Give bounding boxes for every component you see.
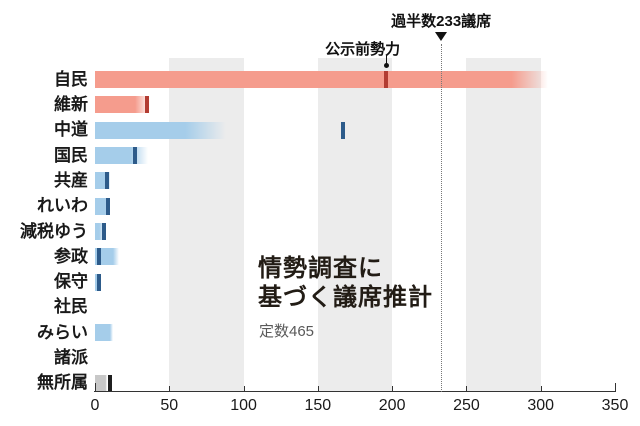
axis-tick [243, 386, 245, 391]
seat-bar [95, 324, 113, 342]
seat-bar [95, 96, 150, 114]
party-label: 減税ゆう [20, 221, 88, 241]
party-label: 参政 [54, 246, 88, 266]
axis-tick-label: 0 [90, 397, 100, 414]
axis-tick [317, 386, 319, 391]
party-label: 維新 [54, 94, 88, 114]
axis-tick-label: 250 [453, 397, 480, 414]
shaded-band [317, 58, 393, 391]
pre-strength-tick [133, 147, 138, 165]
seat-bar [95, 223, 106, 240]
party-label: 共産 [54, 170, 88, 190]
seat-bar [95, 374, 107, 392]
party-label: 保守 [54, 272, 88, 292]
majority-label: 過半数233議席 [391, 13, 492, 30]
pre-strength-tick [145, 96, 149, 114]
chart-subtitle: 定数465 [259, 323, 315, 340]
seat-bar [95, 121, 226, 139]
axis-tick-label: 200 [378, 397, 406, 414]
axis-tick [95, 383, 96, 391]
axis-tick [615, 383, 616, 391]
pre-strength-tick [107, 374, 112, 392]
chart-title-line-2: 基づく議席推計 [258, 284, 433, 311]
majority-threshold-line [440, 44, 442, 392]
axis-tick-label: 300 [527, 397, 555, 414]
party-label: れいわ [37, 196, 88, 216]
shaded-band [466, 58, 541, 391]
axis-tick-label: 100 [230, 397, 257, 414]
pre-strength-tick [104, 172, 109, 190]
pre-strength-tick [384, 71, 389, 89]
pre-strength-tick [97, 273, 102, 291]
party-label: 諸派 [54, 348, 88, 368]
axis-tick [392, 386, 394, 391]
party-label: 国民 [54, 145, 88, 165]
party-label: 社民 [54, 297, 88, 317]
party-label: 中道 [54, 120, 88, 140]
pre-strength-connector [386, 55, 388, 64]
axis-tick [466, 386, 468, 391]
pre-strength-tick [341, 121, 346, 139]
axis-tick-label: 50 [160, 397, 179, 414]
pre-strength-tick [106, 197, 111, 215]
majority-arrow-icon [435, 32, 448, 41]
seat-bar [95, 71, 549, 89]
pre-strength-dot [384, 63, 390, 68]
x-axis-line [94, 391, 616, 392]
party-label: みらい [37, 322, 88, 342]
axis-tick [540, 386, 542, 391]
pre-strength-label: 公示前勢力 [325, 41, 401, 58]
party-label: 自民 [54, 69, 88, 89]
axis-tick [169, 386, 171, 391]
axis-tick-label: 150 [304, 397, 332, 414]
chart-title-line-1: 情勢調査に [258, 255, 383, 282]
seat-bar [95, 197, 110, 215]
pre-strength-tick [101, 223, 106, 240]
axis-tick-label: 350 [601, 397, 629, 414]
pre-strength-tick [97, 248, 102, 266]
seat-bar [95, 147, 149, 165]
party-label: 無所属 [37, 373, 88, 393]
shaded-band [169, 58, 244, 391]
